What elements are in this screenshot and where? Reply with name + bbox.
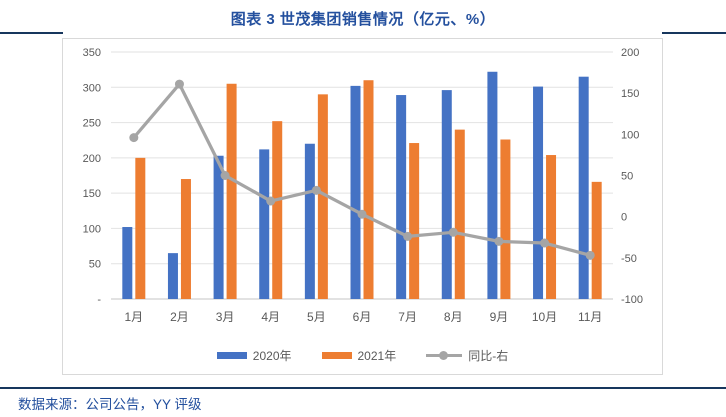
x-axis-month-label: 2月: [170, 310, 189, 324]
yoy-line-marker: [220, 171, 230, 180]
legend-swatch-yoy-line-icon: [426, 350, 463, 361]
right-axis-tick-label: 150: [621, 88, 639, 100]
bar: [304, 143, 315, 299]
legend-label-yoy: 同比-右: [468, 348, 509, 363]
bar: [546, 155, 557, 299]
bar: [409, 143, 420, 299]
x-axis-month-label: 7月: [398, 310, 417, 324]
right-axis-tick-label: -50: [621, 253, 637, 265]
left-axis-ticks: - 50 100 150 200 250 300 350: [83, 47, 102, 306]
legend-item-2021: 2021年: [321, 347, 397, 364]
left-axis-tick-label: 250: [83, 118, 101, 130]
bar: [259, 149, 270, 299]
yoy-line-marker: [403, 231, 413, 241]
x-axis-month-label: 8月: [444, 310, 463, 324]
bar: [167, 253, 178, 299]
legend-item-2020: 2020年: [216, 347, 292, 364]
x-axis-month-label: 9月: [490, 310, 509, 324]
bar: [578, 76, 589, 299]
yoy-line-marker: [585, 250, 595, 260]
chart-legend: 2020年 2021年 同比-右: [63, 339, 662, 371]
bar: [533, 86, 544, 299]
chart-title: 图表 3 世茂集团销售情况（亿元、%）: [230, 11, 496, 28]
x-axis-month-label: 3月: [216, 310, 235, 324]
chart-area: -50 100 150 200 250 300 350 -100 -50 0 50 100 150 200…: [62, 38, 663, 375]
x-axis-month-label: 5月: [307, 310, 326, 324]
yoy-line-marker: [311, 185, 321, 195]
bar-series-2020年: [122, 71, 589, 299]
left-axis-tick-label: -: [97, 294, 101, 306]
yoy-line-marker: [448, 227, 458, 237]
chart-plot: -50100150200250300350-100-50050100150200…: [83, 47, 643, 324]
yoy-line-marker: [266, 196, 276, 206]
legend-label-2020: 2020年: [252, 348, 292, 363]
x-axis-month-label: 1月: [124, 310, 143, 324]
bar-series-2021年: [135, 80, 602, 299]
x-axis-month-label: 4月: [261, 310, 280, 324]
bar: [135, 157, 146, 299]
legend-label-2021: 2021年: [357, 348, 397, 363]
yoy-line-marker: [129, 133, 139, 143]
bar: [500, 139, 511, 299]
bar: [363, 80, 374, 299]
bar: [226, 83, 237, 299]
bar: [591, 181, 602, 299]
yoy-line: [132, 82, 592, 257]
right-axis-tick-label: 100: [621, 129, 639, 141]
legend-swatch-2021-bar-icon: [321, 351, 352, 359]
x-axis-labels: 1月 2月 3月 4月 5月 6月 7月 8月 9月 10月 11月: [124, 310, 602, 324]
bar: [487, 71, 498, 299]
left-axis-tick-label: 200: [83, 153, 101, 165]
yoy-line-marker: [174, 79, 184, 89]
bar: [350, 85, 361, 299]
right-axis-ticks: -100 -50 0 50 100 150 200: [621, 47, 643, 306]
right-axis-tick-label: 0: [621, 212, 627, 224]
left-axis-tick-label: 50: [89, 259, 101, 271]
bar: [180, 179, 191, 299]
divider-top-right-segment: [662, 32, 726, 34]
data-source-note: 数据来源：公司公告，YY 评级: [18, 397, 202, 412]
bar: [272, 121, 283, 299]
bar: [317, 94, 328, 299]
x-axis-month-label: 6月: [353, 310, 372, 324]
left-axis-tick-label: 300: [83, 82, 101, 94]
line-series-同比-右: [129, 79, 595, 260]
yoy-line-marker: [540, 238, 550, 248]
divider-bottom: [0, 387, 726, 389]
gridlines: [111, 51, 613, 300]
x-axis-month-label: 10月: [532, 310, 557, 324]
yoy-line-marker: [494, 236, 504, 246]
x-axis-month-label: 11月: [578, 310, 602, 324]
bar: [122, 227, 133, 299]
legend-swatch-2020-bar-icon: [216, 351, 247, 359]
left-axis-tick-label: 150: [83, 188, 101, 200]
bar: [213, 155, 224, 299]
right-axis-tick-label: -100: [621, 294, 643, 306]
bar: [441, 90, 452, 299]
divider-top-left-segment: [0, 32, 63, 34]
yoy-line-marker: [357, 209, 367, 219]
left-axis-tick-label: 100: [83, 223, 101, 235]
bar: [396, 95, 407, 299]
right-axis-tick-label: 200: [621, 47, 639, 59]
right-axis-tick-label: 50: [621, 171, 633, 183]
bar: [454, 129, 465, 299]
legend-item-yoy: 同比-右: [426, 347, 508, 364]
left-axis-tick-label: 350: [83, 47, 101, 59]
